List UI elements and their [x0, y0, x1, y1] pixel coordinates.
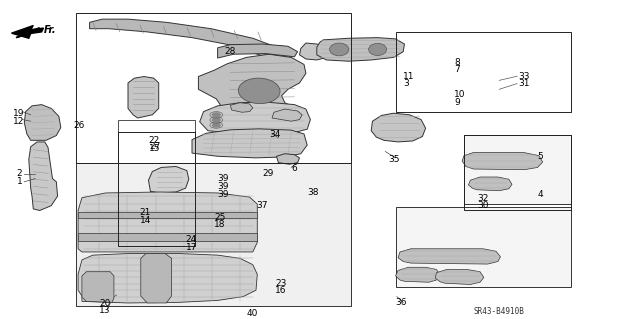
Text: 4: 4 — [538, 190, 543, 199]
Polygon shape — [78, 192, 257, 252]
Text: 26: 26 — [74, 122, 85, 130]
Polygon shape — [78, 212, 257, 219]
Polygon shape — [148, 167, 189, 193]
Text: 24: 24 — [186, 235, 197, 244]
Bar — [464, 135, 571, 204]
Text: 39: 39 — [218, 190, 229, 199]
Text: 37: 37 — [256, 201, 268, 210]
Bar — [118, 120, 195, 211]
Polygon shape — [90, 19, 291, 64]
Ellipse shape — [369, 43, 387, 56]
Circle shape — [212, 118, 220, 122]
Text: 18: 18 — [214, 220, 226, 229]
Polygon shape — [435, 270, 484, 285]
Text: 9: 9 — [454, 98, 460, 107]
Text: 13: 13 — [99, 307, 111, 315]
Polygon shape — [317, 38, 404, 61]
Text: 39: 39 — [218, 174, 229, 183]
Text: 8: 8 — [454, 58, 460, 67]
Text: 1: 1 — [17, 177, 22, 186]
Text: SR43-B4910B: SR43-B4910B — [474, 308, 524, 316]
Polygon shape — [462, 152, 543, 170]
Bar — [76, 13, 351, 163]
Polygon shape — [398, 249, 500, 264]
Text: 36: 36 — [396, 299, 407, 308]
Text: 34: 34 — [269, 130, 280, 139]
Polygon shape — [371, 113, 426, 142]
Text: 39: 39 — [218, 182, 229, 191]
Polygon shape — [198, 54, 306, 130]
Polygon shape — [12, 26, 44, 38]
Polygon shape — [141, 254, 172, 303]
Text: 19: 19 — [13, 109, 24, 118]
Text: 12: 12 — [13, 117, 24, 126]
Text: 27: 27 — [149, 142, 161, 151]
Bar — [464, 135, 571, 211]
Circle shape — [212, 123, 220, 127]
Text: 40: 40 — [246, 309, 258, 318]
Text: 30: 30 — [477, 201, 489, 210]
Polygon shape — [200, 102, 310, 135]
Text: 16: 16 — [275, 286, 287, 295]
Polygon shape — [29, 142, 58, 211]
Text: Fr.: Fr. — [44, 25, 56, 35]
Polygon shape — [128, 77, 159, 118]
Text: 28: 28 — [224, 47, 236, 56]
Text: 7: 7 — [454, 65, 460, 74]
Text: 32: 32 — [477, 194, 489, 203]
Text: 14: 14 — [140, 216, 151, 225]
Bar — [396, 32, 571, 112]
Text: 3: 3 — [403, 79, 409, 88]
Text: 11: 11 — [403, 72, 415, 81]
Text: 15: 15 — [148, 144, 160, 153]
Polygon shape — [396, 267, 440, 282]
Ellipse shape — [330, 43, 349, 56]
Polygon shape — [230, 103, 253, 112]
Text: 33: 33 — [518, 72, 530, 81]
Text: 25: 25 — [214, 213, 226, 222]
Text: 23: 23 — [275, 279, 287, 288]
Polygon shape — [276, 154, 300, 164]
Polygon shape — [468, 177, 512, 191]
Polygon shape — [78, 254, 257, 303]
Bar — [396, 207, 571, 287]
Polygon shape — [218, 44, 298, 58]
Polygon shape — [24, 105, 61, 140]
Text: 20: 20 — [99, 299, 111, 308]
Polygon shape — [192, 129, 307, 158]
Polygon shape — [272, 109, 302, 121]
Text: 31: 31 — [518, 79, 530, 88]
Text: 35: 35 — [388, 155, 399, 164]
Polygon shape — [78, 233, 257, 241]
Text: 38: 38 — [307, 189, 319, 197]
Text: 10: 10 — [454, 90, 466, 99]
Polygon shape — [300, 43, 330, 60]
Text: 22: 22 — [148, 137, 160, 145]
Text: 5: 5 — [538, 152, 543, 161]
Bar — [118, 132, 195, 246]
Text: 29: 29 — [262, 169, 274, 178]
Text: 21: 21 — [140, 208, 151, 217]
Text: 6: 6 — [291, 164, 297, 173]
Ellipse shape — [238, 78, 280, 104]
Bar — [76, 163, 351, 306]
Text: 17: 17 — [186, 243, 197, 252]
Polygon shape — [16, 31, 35, 38]
Text: 2: 2 — [17, 169, 22, 178]
Polygon shape — [82, 272, 114, 302]
Circle shape — [212, 113, 220, 117]
